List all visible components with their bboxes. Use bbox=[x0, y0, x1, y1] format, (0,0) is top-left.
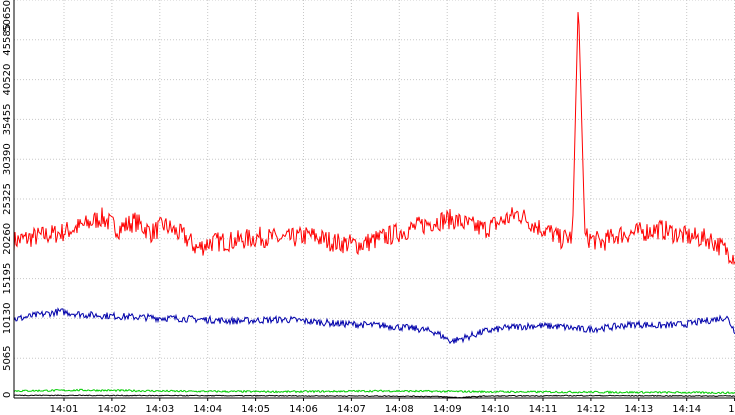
x-tick-label: 14:07 bbox=[337, 404, 366, 415]
y-tick-label: 50650 bbox=[2, 0, 13, 32]
y-tick-label: 20260 bbox=[2, 223, 13, 255]
series-line-3 bbox=[13, 388, 735, 395]
x-tick-label: 14:09 bbox=[433, 404, 462, 415]
y-tick-label: 30390 bbox=[2, 143, 13, 175]
y-tick-label: 0 bbox=[2, 392, 13, 398]
y-tick-label: 45585 bbox=[2, 24, 13, 56]
x-tick-label: 14:08 bbox=[385, 404, 414, 415]
series-line-4 bbox=[13, 394, 735, 399]
x-tick-labels: 14:01 14:02 14:03 14:04 14:05 14:06 14:07 14:08… bbox=[50, 404, 735, 415]
y-tick-label: 35455 bbox=[2, 103, 13, 135]
axes bbox=[13, 0, 735, 399]
x-tick-label: 14:10 bbox=[481, 404, 510, 415]
series-line-2 bbox=[13, 307, 735, 345]
y-tick-label: 25325 bbox=[2, 183, 13, 215]
x-tick-label: 14:03 bbox=[145, 404, 174, 415]
x-tick-label: 14:05 bbox=[241, 404, 270, 415]
y-tick-label: 5065 bbox=[2, 345, 13, 370]
y-tick-label: 10130 bbox=[2, 302, 13, 334]
series-line-1 bbox=[13, 12, 735, 265]
x-tick-label: 14:14 bbox=[672, 404, 701, 415]
y-tick-label: 40520 bbox=[2, 64, 13, 96]
x-tick-label: 14:04 bbox=[193, 404, 222, 415]
x-tick-label: 14:06 bbox=[289, 404, 318, 415]
x-tick-label: 14:12 bbox=[576, 404, 605, 415]
grid-lines bbox=[14, 0, 735, 401]
x-tick-label: 14:02 bbox=[97, 404, 126, 415]
x-tick-label: 14 bbox=[728, 404, 735, 415]
y-tick-label: 15195 bbox=[2, 263, 13, 295]
y-tick-labels: 0 5065 10130 15195 20260 25325 30390 35455 40520… bbox=[2, 0, 13, 398]
series-lines bbox=[13, 12, 735, 399]
x-tick-label: 14:11 bbox=[529, 404, 558, 415]
x-tick-label: 14:01 bbox=[50, 404, 79, 415]
x-tick-label: 14:13 bbox=[624, 404, 653, 415]
